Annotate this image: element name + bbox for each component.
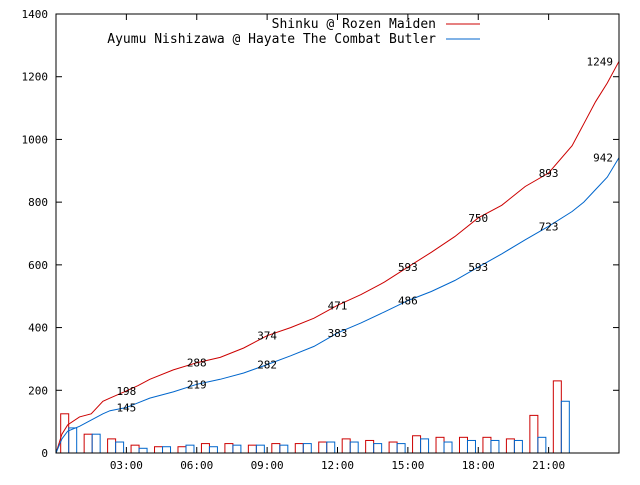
hourly-bar-ayumu	[162, 446, 172, 454]
x-tick-label: 06:00	[180, 459, 213, 472]
x-tick-label: 18:00	[462, 459, 495, 472]
hourly-bar-ayumu	[466, 439, 476, 454]
data-label: 942	[593, 152, 613, 165]
data-label: 374	[257, 330, 277, 343]
hourly-bar-shinku	[482, 436, 492, 454]
y-tick-label: 1200	[22, 71, 49, 84]
hourly-bar-shinku	[130, 444, 140, 454]
axes	[55, 13, 620, 454]
hourly-bar-shinku	[341, 438, 351, 454]
hourly-bar-ayumu	[302, 443, 312, 454]
x-tick-label: 12:00	[321, 459, 354, 472]
hourly-bar-shinku	[388, 441, 398, 454]
hourly-bar-shinku	[294, 443, 304, 454]
hourly-bar-ayumu	[396, 443, 406, 454]
data-label: 1249	[587, 55, 614, 68]
hourly-bar-shinku	[271, 443, 281, 454]
hourly-bar-ayumu	[513, 439, 523, 454]
data-label: 145	[116, 402, 136, 415]
series-line-shinku	[55, 61, 620, 454]
y-tick-label: 0	[41, 447, 48, 460]
hourly-bar-shinku	[318, 441, 328, 454]
data-label: 471	[328, 299, 348, 312]
data-label: 893	[539, 167, 559, 180]
hourly-bar-ayumu	[349, 441, 359, 454]
series-lines	[55, 61, 620, 454]
x-tick-label: 15:00	[391, 459, 424, 472]
data-label: 383	[328, 327, 348, 340]
data-label: 593	[398, 261, 418, 274]
hourly-bar-shinku	[154, 446, 164, 454]
hourly-bar-shinku	[200, 443, 210, 454]
hourly-bar-shinku	[247, 444, 257, 454]
hourly-bar-ayumu	[537, 436, 547, 454]
hourly-bar-ayumu	[373, 443, 383, 454]
hourly-bar-ayumu	[91, 433, 101, 454]
hourly-bar-ayumu	[279, 444, 289, 454]
hourly-bar-ayumu	[255, 444, 265, 454]
data-label: 723	[539, 220, 559, 233]
hourly-bar-shinku	[177, 446, 187, 454]
hourly-bar-shinku	[224, 443, 234, 454]
hourly-bar-shinku	[458, 436, 468, 454]
data-label: 198	[116, 385, 136, 398]
hourly-bar-ayumu	[115, 441, 125, 454]
hourly-bar-ayumu	[68, 427, 78, 454]
hourly-bar-shinku	[412, 435, 422, 454]
y-tick-label: 1000	[22, 133, 49, 146]
x-tick-label: 09:00	[251, 459, 284, 472]
x-tick-label: 03:00	[110, 459, 143, 472]
hourly-bar-ayumu	[443, 441, 453, 454]
hourly-bar-shinku	[107, 438, 117, 454]
x-tick-label: 21:00	[532, 459, 565, 472]
hourly-bar-shinku	[552, 380, 562, 454]
hourly-bar-shinku	[365, 439, 375, 454]
legend-entry-label: Ayumu Nishizawa @ Hayate The Combat Butl…	[107, 32, 436, 47]
data-labels: 198 288 374 471 593 750 893 1249 145 219 282 383 486…	[116, 55, 613, 414]
plot-frame	[55, 13, 620, 454]
y-tick-label: 1400	[22, 8, 49, 21]
y-tick-label: 200	[28, 384, 48, 397]
y-tick-label: 800	[28, 196, 48, 209]
hourly-bar-ayumu	[420, 438, 430, 454]
axis-ticks: 0 200 400 600 800 1000 1200 1400 03:00 06:00 09:00…	[22, 8, 619, 472]
data-label: 750	[468, 212, 488, 225]
hourly-bar-ayumu	[208, 446, 218, 454]
legend-entry-label: Shinku @ Rozen Maiden	[272, 17, 436, 32]
hourly-bar-ayumu	[490, 439, 500, 454]
y-tick-label: 600	[28, 259, 48, 272]
data-label: 219	[187, 378, 207, 391]
data-label: 282	[257, 359, 277, 372]
hourly-bar-ayumu	[326, 441, 336, 454]
hourly-bar-shinku	[83, 433, 93, 454]
data-label: 593	[468, 261, 488, 274]
hourly-bar-ayumu	[232, 444, 242, 454]
data-label: 486	[398, 295, 418, 308]
y-tick-label: 400	[28, 322, 48, 335]
data-label: 288	[187, 357, 207, 370]
hourly-bar-shinku	[529, 414, 539, 454]
hourly-bar-shinku	[435, 436, 445, 454]
series-line-ayumu	[55, 157, 620, 454]
hourly-bar-ayumu	[560, 400, 570, 454]
hourly-bars	[60, 380, 570, 454]
hourly-bar-ayumu	[185, 444, 195, 454]
hourly-bar-shinku	[505, 438, 515, 454]
hourly-bar-ayumu	[138, 447, 148, 454]
